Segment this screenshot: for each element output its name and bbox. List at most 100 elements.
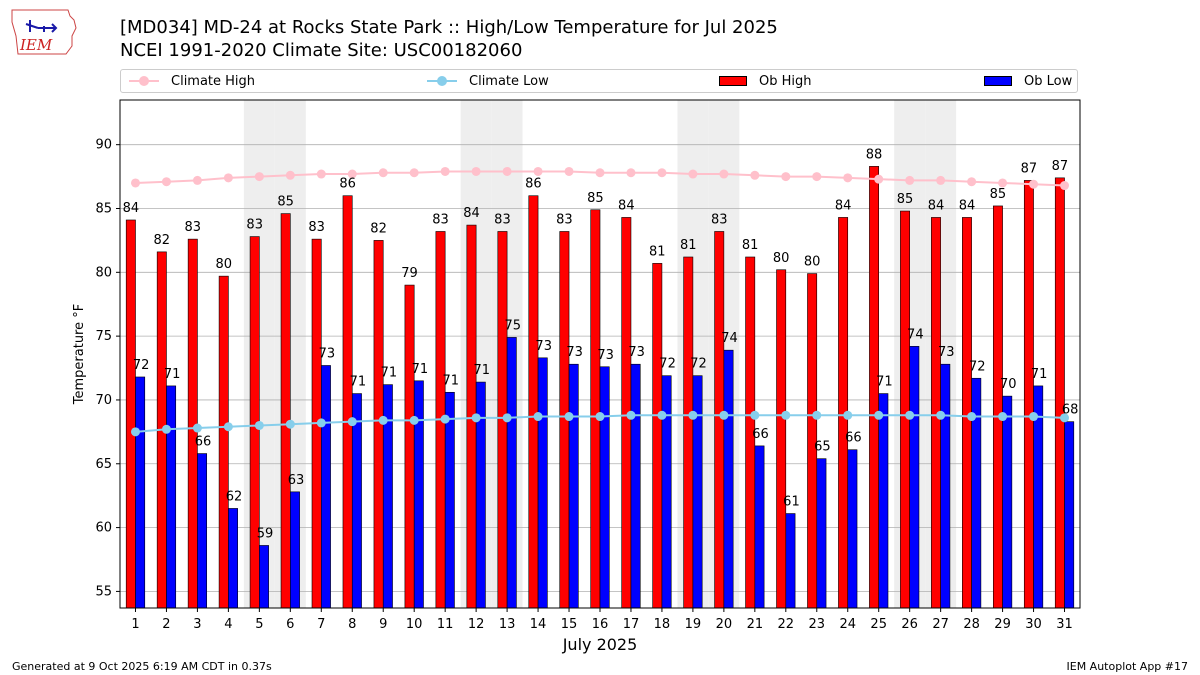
climate-low-point	[626, 410, 636, 420]
ob-low-label: 75	[504, 318, 521, 333]
ob-low-label: 70	[1000, 377, 1017, 392]
ob-low-label: 73	[535, 339, 552, 354]
climate-high-point	[843, 173, 853, 183]
ob-high-bar	[714, 231, 725, 609]
x-tick-label: 25	[870, 617, 887, 632]
climate-high-point	[378, 168, 388, 178]
ob-low-label: 71	[876, 375, 893, 390]
climate-low-point	[781, 410, 791, 420]
ob-low-bar	[1002, 395, 1013, 609]
ob-low-label: 72	[969, 359, 986, 374]
legend-item-ob-low: Ob Low	[984, 70, 1072, 92]
x-tick-label: 26	[901, 617, 918, 632]
climate-high-point	[1060, 181, 1070, 191]
climate-low-point	[905, 410, 915, 420]
x-tick-label: 2	[162, 617, 170, 632]
climate-low-point	[161, 424, 171, 434]
ob-low-label: 72	[659, 357, 676, 372]
ob-high-label: 87	[1052, 159, 1069, 174]
ob-high-bar	[683, 256, 694, 609]
climate-high-point	[254, 172, 264, 182]
chart-title: [MD034] MD-24 at Rocks State Park :: Hig…	[120, 17, 778, 38]
x-tick-label: 13	[499, 617, 516, 632]
climate-high-point	[719, 169, 729, 179]
y-tick-label: 60	[95, 521, 112, 536]
ob-low-bar	[1064, 421, 1075, 609]
legend-label-ob-low: Ob Low	[1024, 73, 1073, 89]
ob-low-bar	[630, 363, 641, 609]
climate-high-point	[192, 175, 202, 185]
ob-high-bar	[776, 269, 787, 609]
ob-low-label: 72	[690, 357, 707, 372]
x-tick-label: 28	[963, 617, 980, 632]
ob-high-label: 86	[525, 177, 542, 192]
climate-high-point	[688, 169, 698, 179]
ob-low-label: 74	[721, 331, 738, 346]
x-axis-label: July 2025	[562, 635, 638, 654]
ob-low-bar	[444, 391, 455, 609]
climate-high-point	[564, 166, 574, 176]
climate-high-point	[905, 175, 915, 185]
y-axis-label: Temperature °F	[72, 304, 87, 405]
legend-label-climate-high: Climate High	[171, 73, 256, 89]
climate-high-swatch	[129, 76, 159, 86]
climate-low-swatch	[427, 76, 457, 86]
ob-low-bar	[878, 393, 889, 609]
ob-high-label: 81	[742, 238, 759, 253]
climate-high-point	[1029, 179, 1039, 189]
ob-low-bar	[413, 380, 424, 609]
climate-high-point	[936, 175, 946, 185]
y-tick-label: 75	[95, 329, 112, 344]
climate-high-point	[657, 168, 667, 178]
ob-high-label: 84	[463, 206, 480, 221]
climate-low-point	[223, 422, 233, 432]
ob-high-label: 83	[308, 220, 325, 235]
climate-low-point	[874, 410, 884, 420]
climate-low-point	[719, 410, 729, 420]
ob-low-bar	[785, 513, 796, 609]
ob-low-label: 71	[381, 366, 398, 381]
ob-high-label: 84	[835, 198, 852, 213]
ob-high-label: 83	[185, 220, 202, 235]
climate-high-point	[812, 172, 822, 182]
ob-low-label: 73	[319, 346, 336, 361]
ob-high-label: 82	[154, 233, 171, 248]
ob-low-label: 71	[350, 375, 367, 390]
ob-low-label: 71	[474, 363, 491, 378]
ob-high-bar	[187, 238, 198, 609]
x-tick-label: 5	[255, 617, 263, 632]
climate-high-point	[130, 178, 140, 188]
climate-high-point	[316, 169, 326, 179]
ob-high-label: 80	[773, 251, 790, 266]
ob-high-bar	[342, 195, 353, 609]
ob-low-bar	[754, 445, 765, 609]
x-tick-label: 8	[348, 617, 356, 632]
y-tick-label: 55	[95, 584, 112, 599]
ob-high-label: 85	[990, 187, 1007, 202]
ob-high-label: 81	[680, 238, 697, 253]
plot-frame	[119, 99, 1081, 609]
ob-low-bar	[847, 449, 858, 609]
ob-low-bar	[816, 458, 827, 609]
climate-low-point	[1060, 413, 1070, 423]
logo-text: IEM	[19, 36, 53, 54]
climate-low-point	[285, 419, 295, 429]
climate-high-point	[595, 168, 605, 178]
climate-high-point	[874, 174, 884, 184]
climate-high-point	[440, 166, 450, 176]
ob-low-bar	[506, 337, 517, 609]
climate-low-point	[564, 412, 574, 422]
ob-low-label: 73	[938, 345, 955, 360]
ob-low-bar	[661, 375, 672, 609]
ob-high-label: 85	[277, 195, 294, 210]
x-tick-label: 1	[131, 617, 139, 632]
ob-high-bar	[125, 219, 136, 609]
ob-high-label: 84	[928, 198, 945, 213]
ob-low-label: 73	[566, 345, 583, 360]
climate-high-point	[223, 173, 233, 183]
x-tick-label: 29	[994, 617, 1011, 632]
ob-high-label: 85	[897, 192, 914, 207]
x-tick-label: 11	[437, 617, 454, 632]
ob-high-label: 83	[494, 212, 511, 227]
climate-high-point	[750, 170, 760, 180]
